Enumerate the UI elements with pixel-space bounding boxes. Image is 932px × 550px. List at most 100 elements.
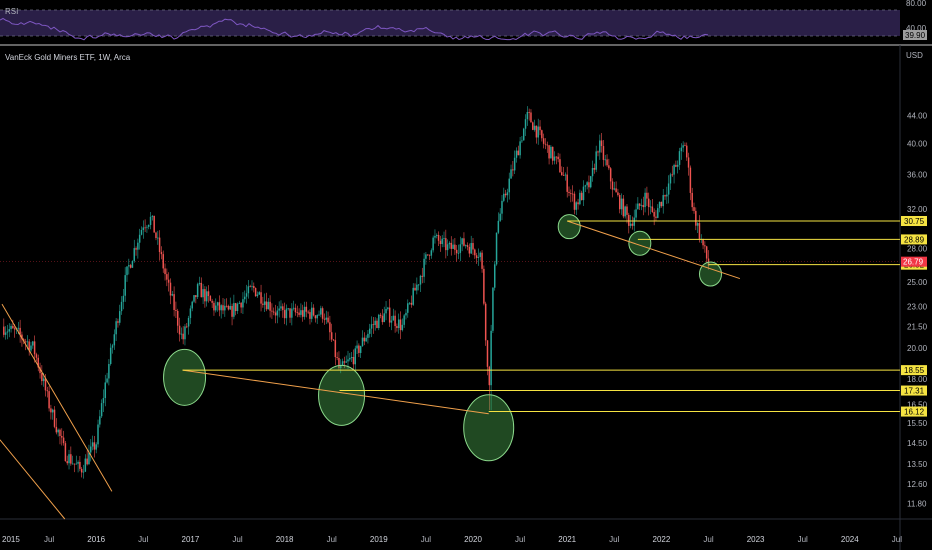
candle-body [341, 361, 344, 366]
candle-body [426, 254, 429, 256]
candle-body [178, 325, 181, 335]
level-value: 16.12 [904, 408, 925, 417]
time-tick-label: 2016 [87, 535, 105, 544]
candle-body [493, 264, 496, 288]
candle-body [294, 307, 297, 313]
candle-body [448, 242, 451, 245]
candle-body [39, 367, 41, 374]
candle-body [229, 305, 232, 310]
candle-body [495, 232, 498, 265]
price-tick-label: 25.00 [907, 278, 928, 287]
candle-body [258, 292, 260, 295]
candle-body [198, 282, 201, 285]
price-axis[interactable]: 11.80 12.60 13.50 14.50 15.50 16.50 18.00 20.00… [907, 111, 928, 508]
candle-body [133, 248, 135, 262]
candle-body [682, 145, 684, 148]
symbol-title: VanEck Gold Miners ETF, 1W, Arca [5, 53, 131, 62]
candle-body [347, 359, 349, 362]
current-price-badge [901, 256, 927, 267]
candle-body [187, 317, 190, 327]
candle-body [48, 391, 50, 409]
candle-body [3, 326, 5, 335]
candle-body [637, 203, 639, 210]
candle-body [388, 307, 391, 323]
candle-body [374, 320, 376, 326]
candle-body [86, 458, 88, 465]
candle-body [551, 146, 554, 161]
candle-body [691, 192, 693, 208]
candle-body [465, 245, 467, 246]
candle-body [173, 294, 175, 311]
rsi-line [0, 17, 709, 41]
candle-body [51, 409, 54, 413]
candle-body [8, 329, 10, 332]
candle-body [479, 252, 481, 257]
highlight-circle [463, 394, 515, 462]
current-price-label-layer: 26.79 [901, 256, 927, 267]
level-value: 28.89 [904, 235, 925, 244]
candle-body [222, 305, 224, 311]
candle-body [568, 191, 570, 194]
candle-body [327, 317, 329, 323]
candle-body [75, 463, 78, 465]
candle-body [263, 301, 266, 305]
candle-body [356, 345, 358, 349]
candle-body [345, 361, 347, 363]
candle-body [238, 302, 241, 304]
price-tick-label: 44.00 [907, 111, 928, 120]
candle-body [397, 319, 400, 329]
time-tick-label: Jul [327, 535, 337, 544]
candle-body [138, 234, 141, 243]
candle-body [365, 337, 367, 342]
candle-body [303, 306, 306, 317]
candle-body [131, 261, 134, 268]
candle-body [472, 243, 474, 250]
candle-body [436, 234, 438, 236]
candle-body [30, 345, 32, 351]
candle-body [280, 306, 282, 309]
candle-body [113, 334, 116, 346]
candle-body [631, 223, 634, 226]
candle-body [533, 125, 536, 130]
candle-body [311, 307, 313, 319]
candle-body [80, 468, 83, 473]
price-tick-label: 18.00 [907, 375, 928, 384]
candle-body [537, 126, 539, 138]
candle-body [171, 294, 174, 296]
candle-body [282, 306, 284, 311]
candle-body [499, 213, 501, 221]
candle-body [220, 305, 222, 311]
candle-body [687, 157, 690, 168]
candle-body [287, 308, 289, 310]
candle-body [555, 156, 558, 158]
trendlines-layer [0, 220, 741, 520]
candle-body [481, 252, 483, 269]
candle-body [151, 215, 154, 217]
time-tick-label: 2021 [558, 535, 576, 544]
candle-body [126, 266, 128, 276]
candle-body [381, 315, 384, 323]
time-axis[interactable]: 2015 Jul 2016 Jul 2017 Jul 2018 Jul 2019 Jul 2020 J… [2, 535, 902, 544]
candle-body [590, 176, 592, 188]
level-badge [901, 385, 927, 396]
currency-label: USD [906, 51, 923, 60]
candle-body [452, 244, 454, 249]
candle-body [647, 198, 650, 207]
candle-body [50, 408, 52, 413]
candle-body [180, 333, 183, 335]
candle-body [184, 326, 186, 340]
candle-body [32, 341, 34, 346]
price-tick-label: 11.80 [907, 500, 927, 509]
candle-body [535, 125, 538, 138]
candle-body [57, 429, 59, 433]
candle-body [561, 172, 563, 176]
rsi-pane[interactable]: RSI 80.00 40.00 39.90 [0, 0, 927, 41]
candle-body [19, 327, 21, 335]
candle-body [195, 295, 197, 298]
candle-body [515, 150, 518, 158]
candle-body [245, 293, 248, 297]
candle-body [267, 301, 270, 310]
candles-layer [3, 106, 710, 479]
candle-body [463, 238, 465, 246]
